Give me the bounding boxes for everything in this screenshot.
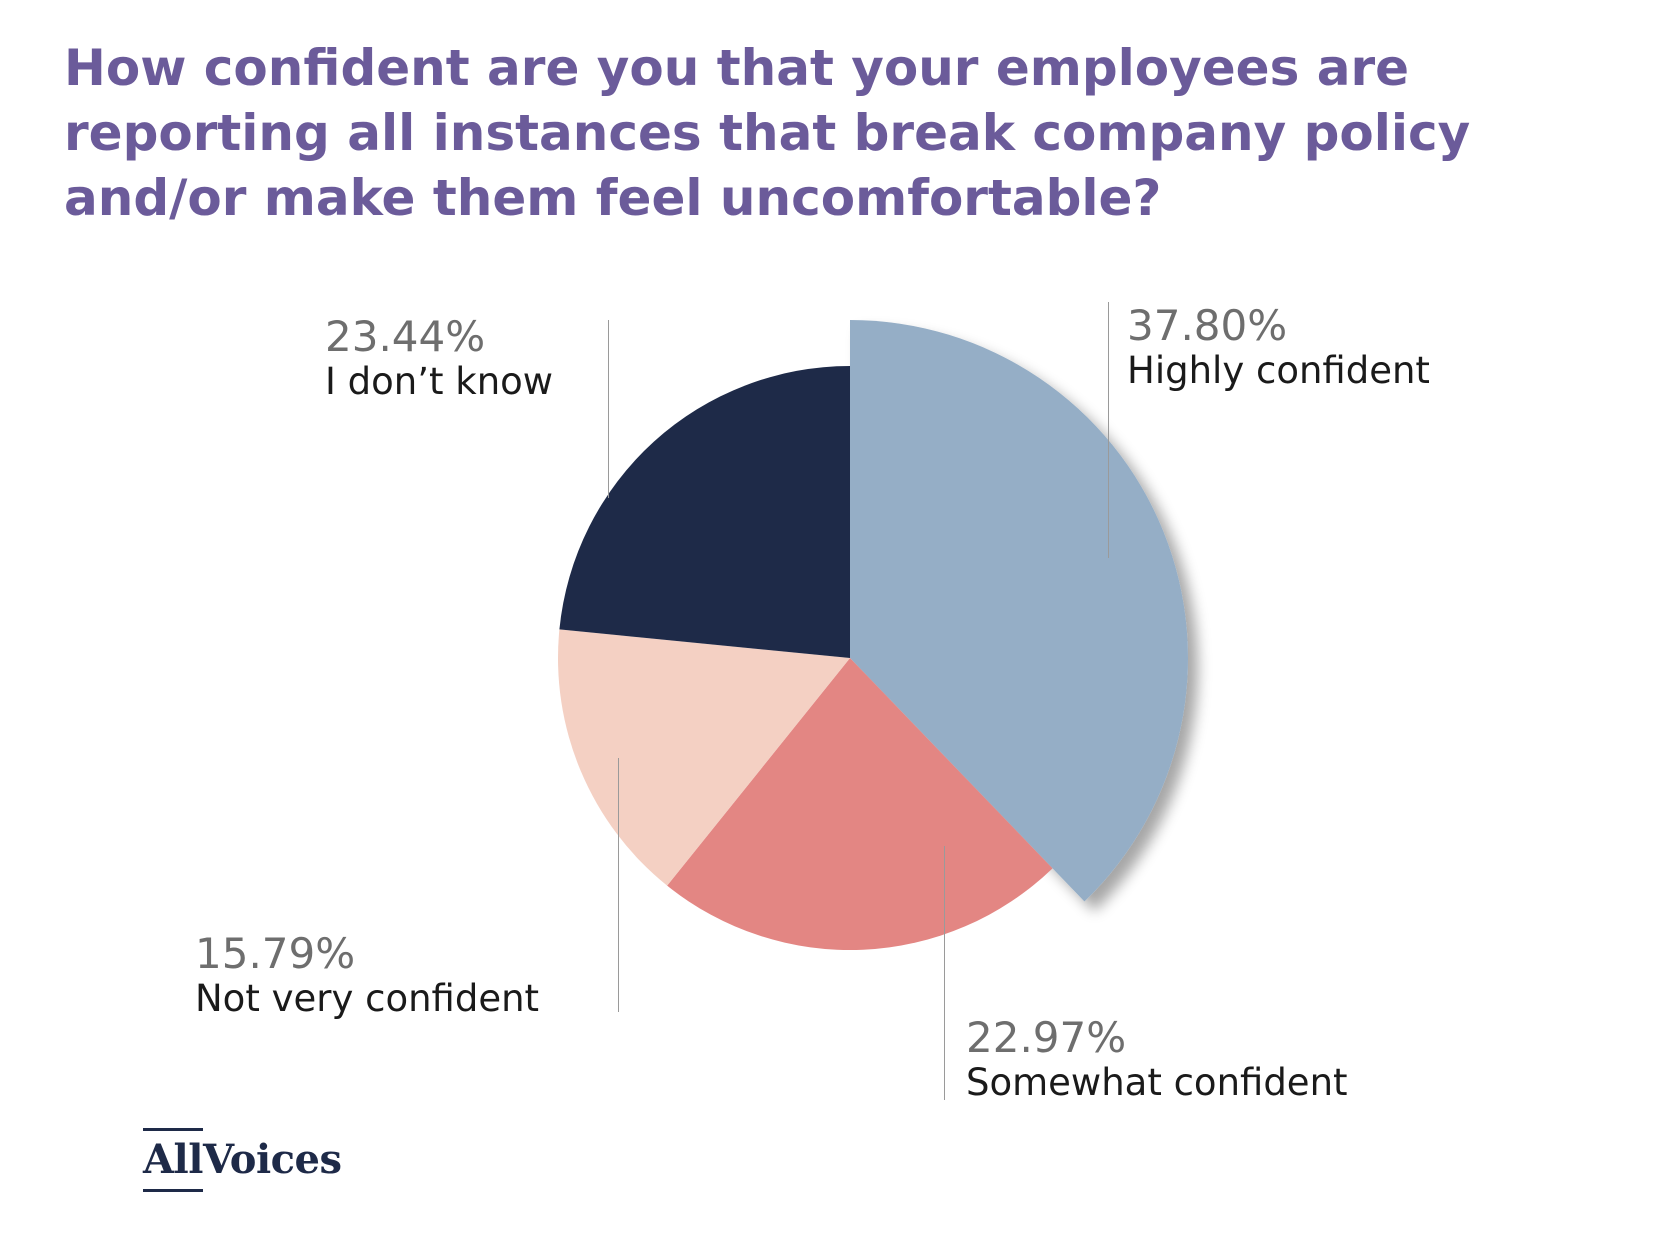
pie-slice-i-dont-know (559, 366, 850, 658)
slice-label-not-very-confident: 15.79% Not very confident (195, 931, 539, 1021)
leader-line-not-very-confident (618, 758, 619, 1012)
leader-line-highly-confident (1108, 302, 1109, 558)
slice-category: Not very confident (195, 977, 540, 1020)
pie-slice-not-very-confident (557, 629, 850, 886)
leader-line-somewhat-confident (944, 846, 945, 1100)
slice-label-highly-confident: 37.80% Highly confident (1127, 303, 1430, 393)
logo-voices-text: Voices (202, 1136, 342, 1183)
pie-slice-highly-confident (850, 320, 1188, 902)
slice-label-somewhat-confident: 22.97% Somewhat confident (966, 1015, 1348, 1105)
slice-percent: 22.97% (966, 1013, 1127, 1062)
leader-line-i-dont-know (608, 320, 609, 498)
logo-all-text: All (143, 1128, 203, 1192)
pie-slice-somewhat-confident (667, 658, 1053, 951)
chart-title: How confident are you that your employee… (64, 39, 1471, 227)
slice-category: Highly confident (1127, 349, 1430, 392)
slice-percent: 23.44% (325, 312, 486, 361)
slice-category: Somewhat confident (966, 1061, 1348, 1104)
slice-percent: 37.80% (1127, 301, 1288, 350)
slice-percent: 15.79% (195, 929, 356, 978)
slice-category: I don’t know (325, 360, 554, 403)
slice-label-i-dont-know: 23.44% I don’t know (325, 314, 553, 404)
allvoices-logo: AllVoices (143, 1128, 342, 1198)
